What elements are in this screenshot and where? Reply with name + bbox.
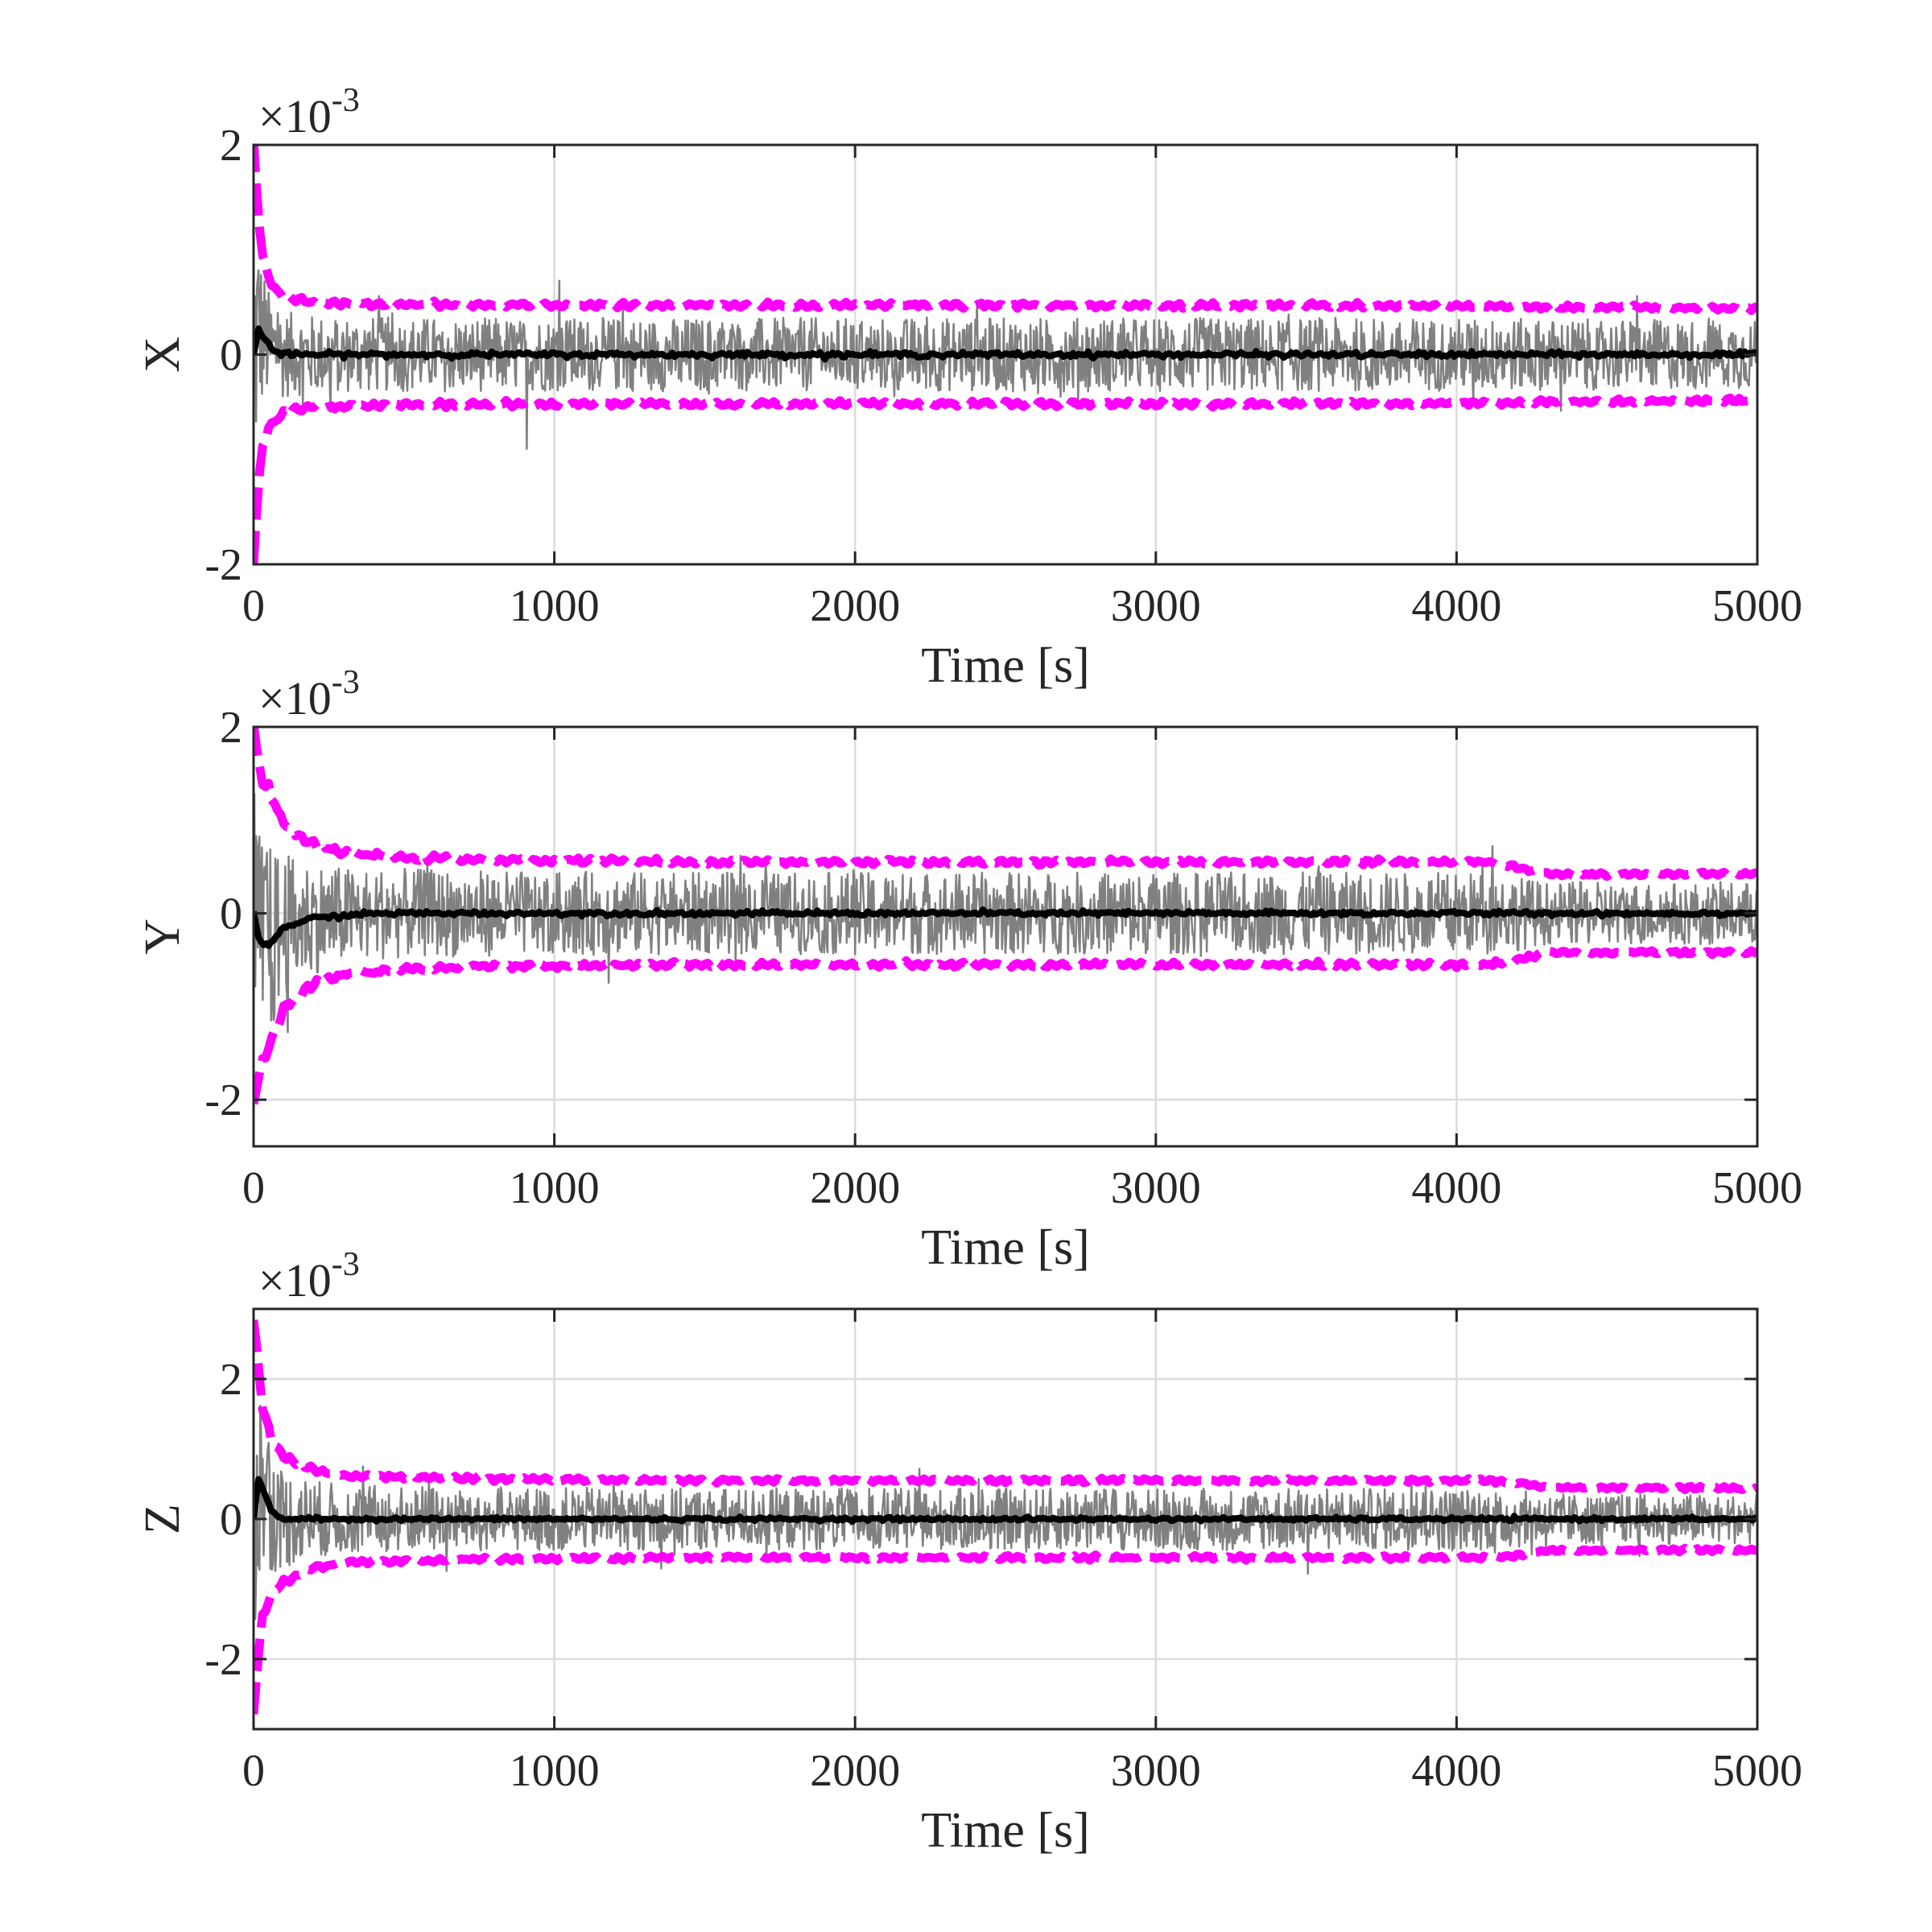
x-tick-label: 0 [242,1163,265,1213]
x-tick-label: 5000 [1712,1746,1802,1796]
x-tick-label: 1000 [510,581,600,631]
x-axis-label: Time [s] [921,1803,1090,1858]
x-tick-label: 2000 [810,581,900,631]
x-tick-label: 3000 [1111,581,1201,631]
exponent-power: -3 [332,664,360,701]
x-tick-label: 1000 [510,1746,600,1796]
mean-series [254,906,1757,949]
mean-series [254,325,1757,363]
x-axis-label: Time [s] [921,1220,1090,1275]
y-axis-label: X [135,336,190,373]
axes-frame [252,725,1759,1148]
x-tick-label: 2000 [810,1746,900,1796]
subplot-z: 0 1000 2000 3000 4000 5000 -2 0 2 ×10-3 Z Time [s] [135,1246,1802,1858]
exponent-base: ×10 [258,672,332,724]
y-axis-label: Z [135,1504,190,1534]
plot-area [254,145,1757,564]
upper-bound-series [254,727,1757,881]
x-tick-label: 5000 [1712,581,1802,631]
samples-series [254,792,1757,1034]
exponent-base: ×10 [258,1254,332,1307]
plot-area [254,727,1757,1105]
y-tick-label: 2 [220,121,242,171]
x-tick-label: 4000 [1411,1746,1501,1796]
upper-bound-series [254,1319,1757,1495]
x-tick-label: 3000 [1111,1163,1201,1213]
y-tick-label: -2 [204,540,242,590]
lower-bound-series [254,393,1757,564]
x-axis-label: Time [s] [921,638,1090,693]
x-tick-label: 4000 [1411,1163,1501,1213]
x-tick-label: 0 [242,581,265,631]
y-tick-label: -2 [204,1075,242,1125]
exponent-base: ×10 [258,90,332,142]
x-tick-label: 1000 [510,1163,600,1213]
x-tick-label: 0 [242,1746,265,1796]
exponent-power: -3 [332,1246,360,1283]
plot-area [254,1319,1757,1715]
y-exponent-label: ×10-3 [258,82,360,142]
mean-series [254,1476,1757,1525]
upper-bound-series [254,145,1757,316]
y-exponent-label: ×10-3 [258,1246,360,1307]
y-axis-label: Y [135,919,190,955]
y-tick-label: 0 [220,1495,242,1545]
x-tick-label: 5000 [1712,1163,1802,1213]
y-tick-label: 2 [220,703,242,753]
x-tick-label: 4000 [1411,581,1501,631]
samples-series [254,269,1757,450]
y-tick-label: 0 [220,890,242,939]
samples-series [254,1405,1757,1668]
y-tick-label: -2 [204,1635,242,1685]
x-tick-label: 3000 [1111,1746,1201,1796]
exponent-power: -3 [332,82,360,119]
y-tick-label: 0 [220,331,242,381]
y-tick-label: 2 [220,1355,242,1405]
lower-bound-series [254,1543,1757,1715]
x-tick-label: 2000 [810,1163,900,1213]
y-exponent-label: ×10-3 [258,664,360,724]
